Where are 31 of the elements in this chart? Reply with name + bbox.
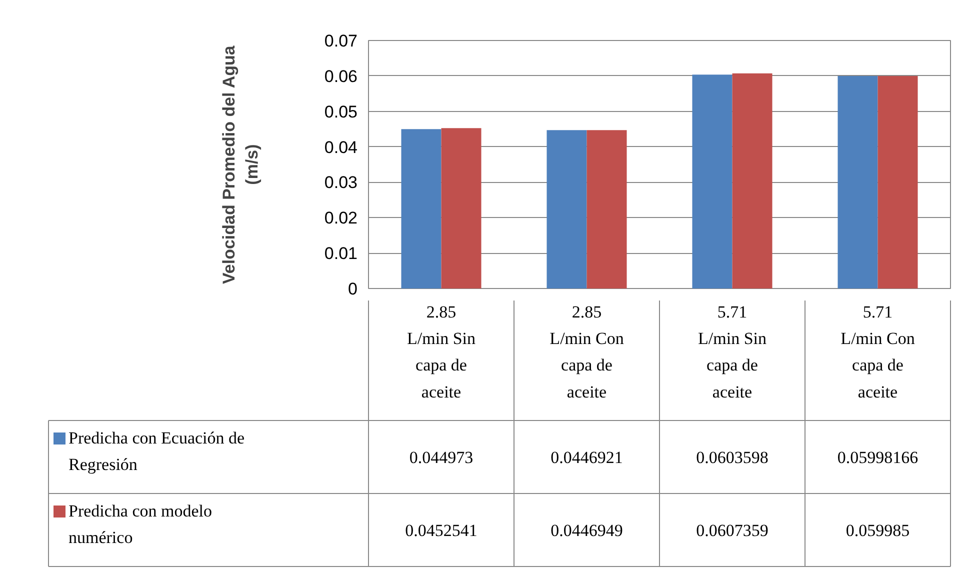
x-tick-label: 2.85 L/min Con capa de aceite — [550, 302, 624, 402]
bar — [441, 128, 482, 288]
bar — [401, 129, 442, 288]
bar — [546, 130, 587, 288]
y-tick-label: 0.07 — [324, 32, 358, 50]
data-label: 0.0607359 — [696, 521, 768, 540]
data-label: 0.0452541 — [405, 521, 478, 540]
y-tick-label: 0.05 — [324, 102, 358, 122]
legend-label: Predicha con modelo numérico — [68, 502, 212, 548]
data-label: 0.05998166 — [837, 448, 918, 467]
bar — [878, 76, 918, 288]
data-label: 0.0446949 — [550, 521, 623, 540]
bar — [732, 73, 772, 288]
bar — [692, 74, 732, 288]
y-axis-title: Velocidad Promedio del Agua (m/s) — [220, 45, 262, 284]
y-tick-label: 0.01 — [324, 244, 358, 264]
x-tick-label: 5.71 L/min Con capa de aceite — [840, 302, 916, 402]
x-tick-label: 2.85 L/min Sin capa de aceite — [407, 302, 476, 402]
y-tick-label: 0 — [348, 280, 358, 298]
data-label: 0.0603598 — [696, 448, 768, 467]
x-tick-label: 5.71 L/min Sin capa de aceite — [698, 302, 767, 402]
data-label: 0.059985 — [846, 521, 910, 540]
bar — [838, 76, 878, 288]
legend-label: Predicha con Ecuación de Regresión — [68, 428, 245, 474]
y-tick-label: 0.04 — [324, 138, 358, 157]
y-tick-label: 0.03 — [324, 173, 358, 192]
y-tick-label: 0.06 — [324, 66, 358, 86]
data-label: 0.044973 — [409, 448, 474, 467]
y-tick-label: 0.02 — [324, 208, 358, 228]
data-label: 0.0446921 — [550, 448, 623, 467]
bar — [586, 130, 627, 288]
